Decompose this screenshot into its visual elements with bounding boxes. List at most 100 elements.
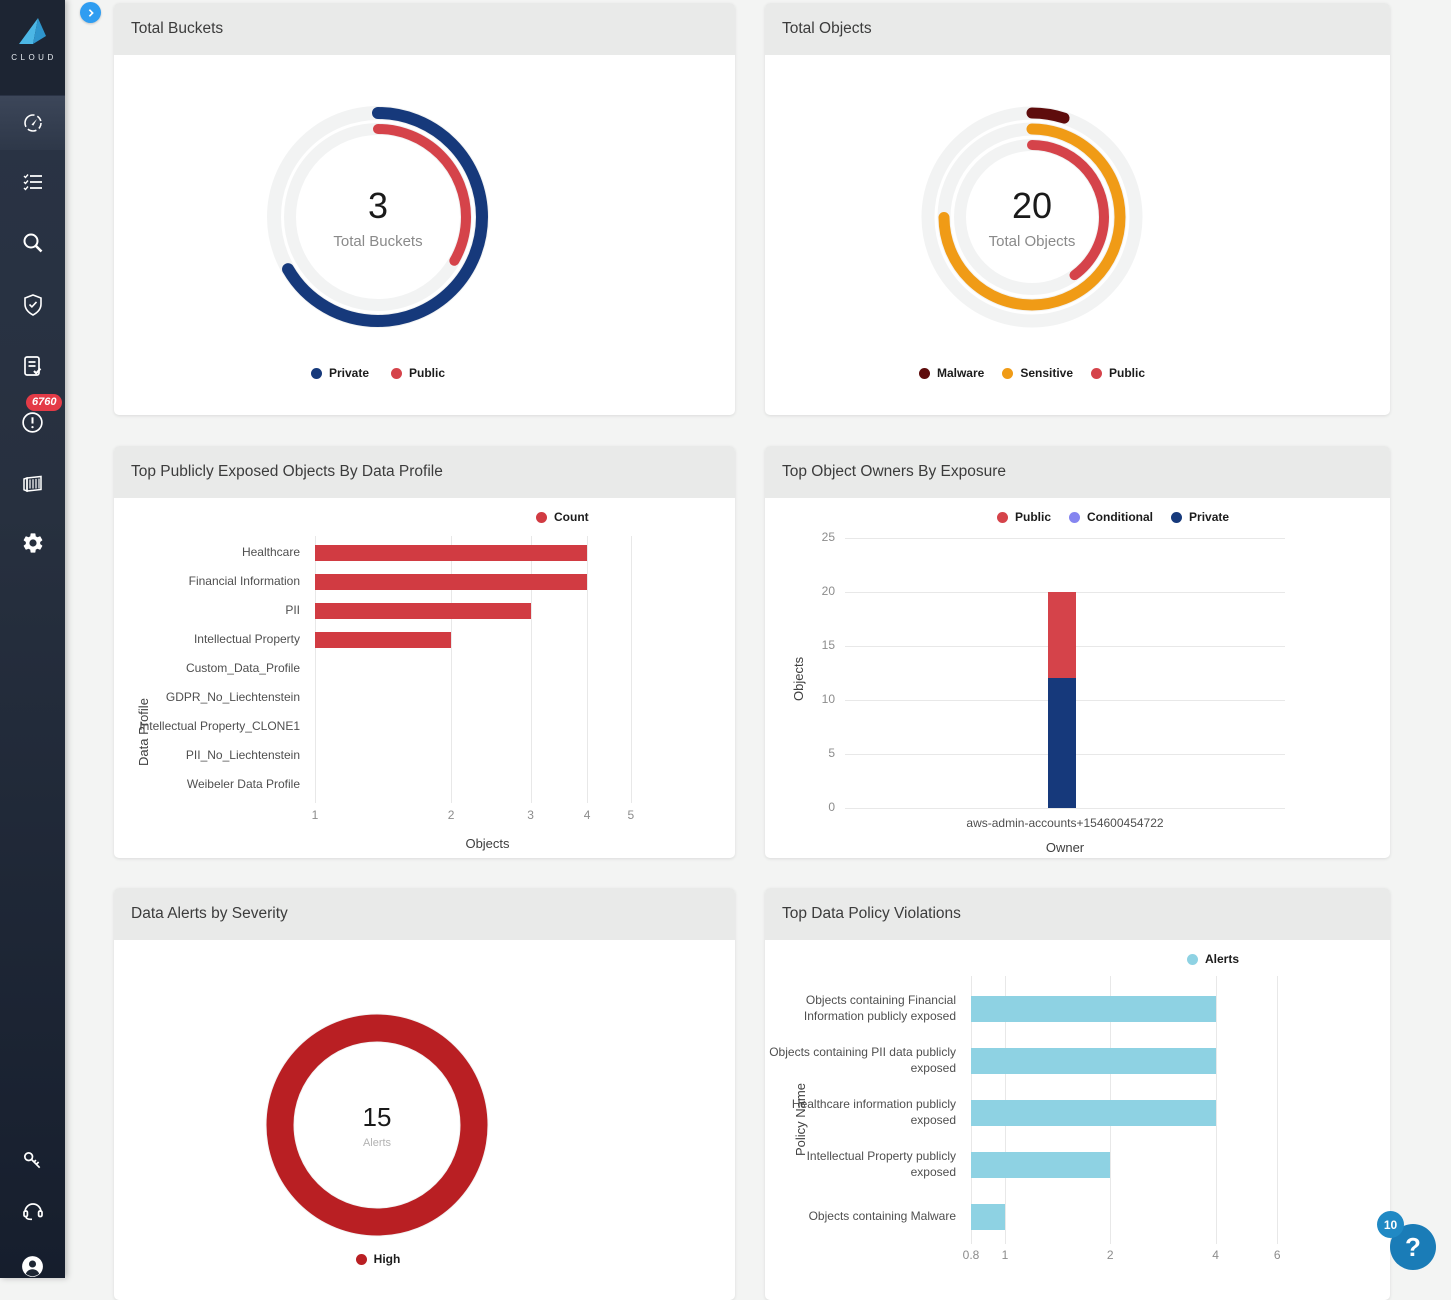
bar-segment-private bbox=[1048, 678, 1076, 808]
legend-item-private[interactable]: Private bbox=[1171, 510, 1229, 524]
donut-center: 20 Total Objects bbox=[912, 97, 1152, 337]
panel-body: 20 Total Objects Malware Sensitive Public bbox=[765, 55, 1390, 415]
category-label: GDPR_No_Liechtenstein bbox=[165, 689, 300, 704]
legend-item-sensitive[interactable]: Sensitive bbox=[1002, 366, 1073, 380]
container-icon bbox=[23, 475, 42, 493]
total-buckets-chart: 3 Total Buckets Private Public bbox=[114, 55, 735, 415]
bar-rows: Healthcare Financial Information PII Intell… bbox=[114, 538, 660, 799]
private-arc bbox=[268, 107, 488, 327]
legend-item-malware[interactable]: Malware bbox=[918, 366, 984, 380]
sidebar-item-compute[interactable] bbox=[0, 461, 65, 505]
sidebar-item-investigate[interactable] bbox=[0, 221, 65, 265]
sidebar-item-profile[interactable] bbox=[0, 1244, 65, 1288]
bar-track bbox=[315, 712, 660, 741]
chart-legend: Public Conditional Private bbox=[997, 510, 1229, 524]
sidebar-item-policies[interactable] bbox=[0, 160, 65, 204]
legend-dot-public bbox=[1091, 367, 1103, 379]
sidebar-item-alerts[interactable] bbox=[0, 400, 65, 444]
donut-rings bbox=[921, 106, 1143, 328]
x-tick: 4 bbox=[1212, 1248, 1219, 1262]
gear-icon bbox=[23, 533, 42, 553]
gridline bbox=[315, 536, 316, 803]
bar-track bbox=[971, 1191, 1321, 1243]
sidebar: CLOUD bbox=[0, 0, 65, 1278]
search-icon bbox=[23, 233, 42, 253]
legend-dot-alerts bbox=[1187, 953, 1198, 965]
bar-row: Objects containing PII data publicly exp… bbox=[765, 1035, 1321, 1087]
alerts-count-badge: 6760 bbox=[26, 394, 63, 411]
legend-item-public[interactable]: Public bbox=[1091, 366, 1145, 380]
legend-dot-malware bbox=[918, 367, 930, 379]
logo-text: CLOUD bbox=[11, 53, 57, 62]
sidebar-item-dashboard[interactable] bbox=[0, 96, 65, 150]
sidebar-item-settings[interactable] bbox=[0, 521, 65, 565]
report-check-icon bbox=[23, 356, 41, 376]
x-tick: 6 bbox=[1273, 1248, 1281, 1262]
panel-title: Total Objects bbox=[782, 20, 872, 37]
question-mark-icon: ? bbox=[1405, 1231, 1421, 1262]
gridline bbox=[587, 536, 589, 803]
sidebar-item-support[interactable] bbox=[0, 1188, 65, 1232]
object-owners-bar-chart: Public Conditional Private 0 5 10 15 20 25 aws-ad… bbox=[765, 498, 1390, 858]
legend-label: Public bbox=[409, 366, 446, 380]
panel-title: Top Data Policy Violations bbox=[782, 905, 961, 922]
gridline bbox=[630, 536, 632, 803]
sidebar-item-compliance[interactable] bbox=[0, 283, 65, 327]
legend-label: Private bbox=[1189, 510, 1230, 524]
panel-total-objects: Total Objects 20 Total Objects Malware Sens… bbox=[765, 3, 1390, 415]
gridline bbox=[451, 536, 453, 803]
y-tick: 5 bbox=[828, 746, 835, 760]
x-tick: 5 bbox=[627, 808, 635, 822]
legend-label: Public bbox=[1015, 510, 1052, 524]
legend-dot-sensitive bbox=[1002, 367, 1014, 379]
chart-legend: Malware Sensitive Public bbox=[765, 366, 1299, 380]
legend-item-public[interactable]: Public bbox=[391, 366, 445, 380]
panel-body: Count Healthcare Financial Information PII I… bbox=[114, 498, 735, 858]
public-arc bbox=[285, 124, 471, 310]
bar-row: Intellectual Property bbox=[114, 625, 660, 654]
category-label: Objects containing Financial Information… bbox=[803, 993, 956, 1023]
legend-dot-count bbox=[536, 511, 547, 523]
dashboard-icon bbox=[23, 114, 42, 132]
bar-segment-public bbox=[1048, 592, 1076, 679]
legend-dot-public bbox=[391, 367, 402, 379]
legend-label: Sensitive bbox=[1020, 366, 1074, 380]
bar-objects-containing-pii-data-publicly-exposed bbox=[971, 1048, 1216, 1074]
legend-item-conditional[interactable]: Conditional bbox=[1069, 510, 1153, 524]
bar-track bbox=[315, 567, 660, 596]
bar-row: Objects containing Financial Information… bbox=[765, 983, 1321, 1035]
bar-track bbox=[315, 625, 660, 654]
donut-center-value: 20 bbox=[1011, 184, 1053, 226]
donut-rings bbox=[265, 1013, 489, 1237]
panel-title: Data Alerts by Severity bbox=[131, 905, 288, 922]
chart-legend: Private Public bbox=[114, 366, 642, 380]
bar-track bbox=[315, 596, 660, 625]
category-label: Intellectual Property publicly exposed bbox=[806, 1149, 956, 1179]
bar-intellectual-property-publicly-exposed bbox=[971, 1152, 1111, 1178]
chart-legend: Alerts bbox=[1187, 952, 1239, 966]
legend-dot-conditional bbox=[1069, 511, 1081, 523]
panel-title: Top Object Owners By Exposure bbox=[782, 463, 1006, 480]
sidebar-item-access-key[interactable] bbox=[0, 1138, 65, 1182]
legend-item-high[interactable]: High bbox=[355, 1252, 400, 1266]
x-tick: 2 bbox=[1106, 1248, 1114, 1262]
chart-legend: High bbox=[114, 1252, 642, 1266]
x-axis-label: Owner bbox=[1045, 840, 1085, 855]
x-axis-label: Objects bbox=[465, 836, 510, 851]
cloud-logo[interactable]: CLOUD bbox=[0, 0, 65, 95]
legend-item-public[interactable]: Public bbox=[997, 510, 1051, 524]
y-tick: 10 bbox=[821, 692, 835, 706]
bar-track bbox=[315, 538, 660, 567]
legend-item-alerts[interactable]: Alerts bbox=[1187, 952, 1239, 966]
panel-header: Top Publicly Exposed Objects By Data Pro… bbox=[114, 446, 735, 498]
bar-pii bbox=[315, 602, 531, 619]
legend-item-count[interactable]: Count bbox=[536, 510, 589, 524]
panel-title: Total Buckets bbox=[131, 20, 224, 37]
headset-icon bbox=[22, 1203, 43, 1221]
sidebar-item-reports[interactable] bbox=[0, 344, 65, 388]
sidebar-expand-button[interactable] bbox=[80, 2, 101, 23]
bar-objects-containing-malware bbox=[971, 1204, 1005, 1230]
panel-title: Top Publicly Exposed Objects By Data Pro… bbox=[131, 463, 443, 480]
bar-row: Objects containing Malware bbox=[765, 1191, 1321, 1243]
legend-item-private[interactable]: Private bbox=[310, 366, 369, 380]
